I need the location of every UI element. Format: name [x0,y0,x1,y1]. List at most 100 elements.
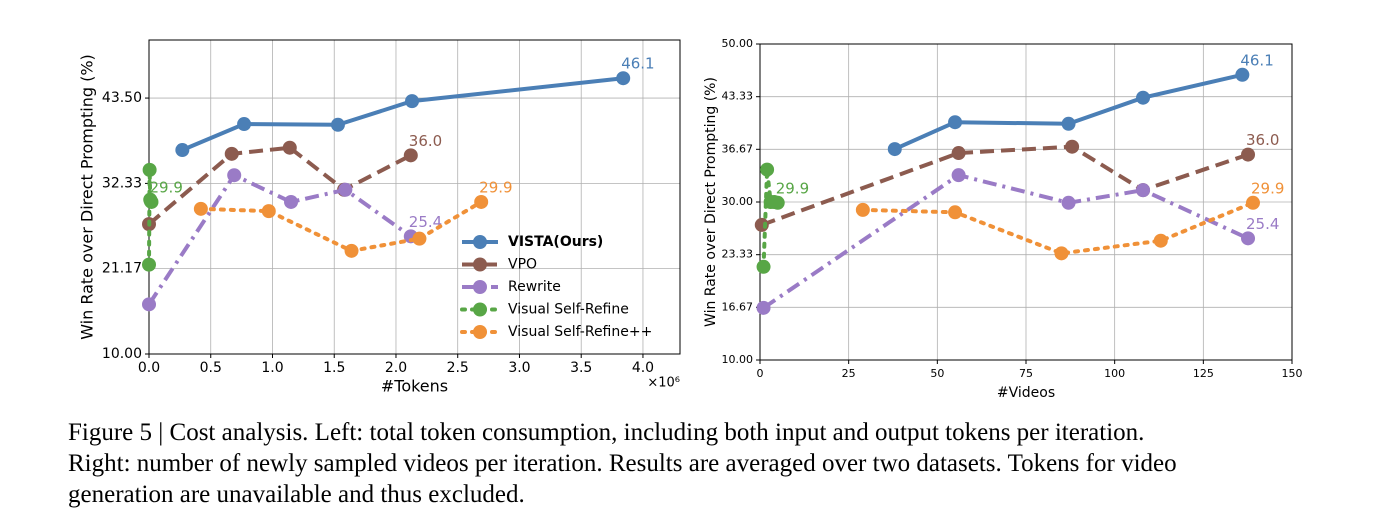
y-tick-label: 10.00 [722,353,754,366]
x-tick-label: 4.0 [632,360,654,376]
value-label: 25.4 [409,213,442,231]
series-point [142,257,156,272]
y-tick-label: 23.33 [722,248,754,261]
series-point [227,168,242,183]
series-point [405,94,420,109]
series-point [1235,67,1250,82]
value-label: 29.9 [149,178,182,196]
value-label: 36.0 [1246,131,1279,149]
y-tick-label: 36.67 [722,142,754,155]
series-line [198,199,484,253]
x-tick-label: 1.0 [261,360,283,376]
series-point [142,162,157,177]
x-tick-label: 2.0 [385,360,407,376]
y-tick-label: 21.17 [102,261,142,277]
x-tick-label: 75 [1019,367,1033,380]
value-label: 46.1 [1240,51,1273,69]
series-point [1245,195,1260,210]
y-axis-label: Win Rate over Direct Prompting (%) [78,54,97,340]
series-point [338,182,353,197]
series-line [181,76,624,152]
series-line [893,72,1243,151]
series-point [237,117,252,132]
series-point [1061,195,1076,210]
series-point [224,146,239,161]
series-point [474,194,489,209]
x-tick-label: 3.5 [570,360,592,376]
series-point [284,194,299,209]
series-point [756,300,771,315]
series-point [330,117,345,132]
x-tick-label: 0.0 [138,360,160,376]
series-point [760,162,775,177]
y-tick-label: 43.33 [722,90,754,103]
series-point [144,194,159,209]
legend-marker [473,235,487,249]
series-point [403,148,418,163]
legend-marker [473,280,487,294]
caption-line: generation are unavailable and thus excl… [68,481,525,508]
plot-frame [759,43,1293,361]
x-tick-label: 100 [1104,367,1125,380]
series-line [147,172,412,306]
legend-marker [473,325,487,339]
x-tick-label: 0.5 [200,360,222,376]
x-tick-label: 2.5 [447,360,469,376]
series-point [948,115,963,130]
series-point [412,231,427,246]
legend-label: Visual Self-Refine++ [508,324,652,340]
series-line [147,145,412,226]
series-point [344,243,359,258]
y-tick-label: 32.33 [102,175,142,191]
x-tick-label: 150 [1282,367,1303,380]
y-tick-label: 43.50 [102,90,142,106]
series-point [770,195,785,210]
series-line [860,200,1255,256]
y-tick-label: 16.67 [722,300,754,313]
legend-label: VISTA(Ours) [508,234,603,250]
legend-label: Visual Self-Refine [508,302,629,318]
x-offset-label: ×10⁶ [647,376,680,391]
series-point [261,204,276,219]
x-tick-label: 3.0 [508,360,530,376]
series-point [616,71,631,86]
y-tick-label: 50.00 [722,37,754,50]
legend-marker [473,257,487,272]
x-axis-label: #Videos [997,385,1055,401]
value-label: 36.0 [409,132,442,150]
series-point [951,146,966,161]
legend-label: Rewrite [508,279,561,295]
x-tick-label: 50 [930,367,944,380]
series-point [855,202,870,217]
y-tick-label: 10.00 [102,346,142,362]
series-point [1153,233,1168,248]
series-point [1136,90,1151,105]
series-point [193,201,208,216]
series-point [1054,246,1069,261]
legend-marker [473,302,487,317]
y-axis-label: Win Rate over Direct Prompting (%) [703,77,719,327]
value-label: 46.1 [621,55,654,73]
series-line [762,172,1249,310]
series-point [142,297,156,312]
legend-label: VPO [508,257,537,273]
x-axis-label: #Tokens [381,377,448,396]
caption-line: Right: number of newly sampled videos pe… [68,450,1177,477]
value-label: 29.9 [479,178,512,196]
series-point [948,205,963,220]
series-point [175,143,190,158]
x-tick-label: 125 [1193,367,1214,380]
series-point [1061,116,1076,131]
y-tick-label: 30.00 [722,195,754,208]
value-label: 25.4 [1246,215,1279,233]
series-point [887,142,902,157]
caption-line: Figure 5 | Cost analysis. Left: total to… [68,419,1144,446]
series-point [951,168,966,183]
series-point [1241,231,1256,246]
series-point [1241,147,1256,162]
series-point [756,259,771,274]
series-point [282,140,297,155]
series-point [1136,183,1151,198]
x-tick-label: 1.5 [323,360,345,376]
